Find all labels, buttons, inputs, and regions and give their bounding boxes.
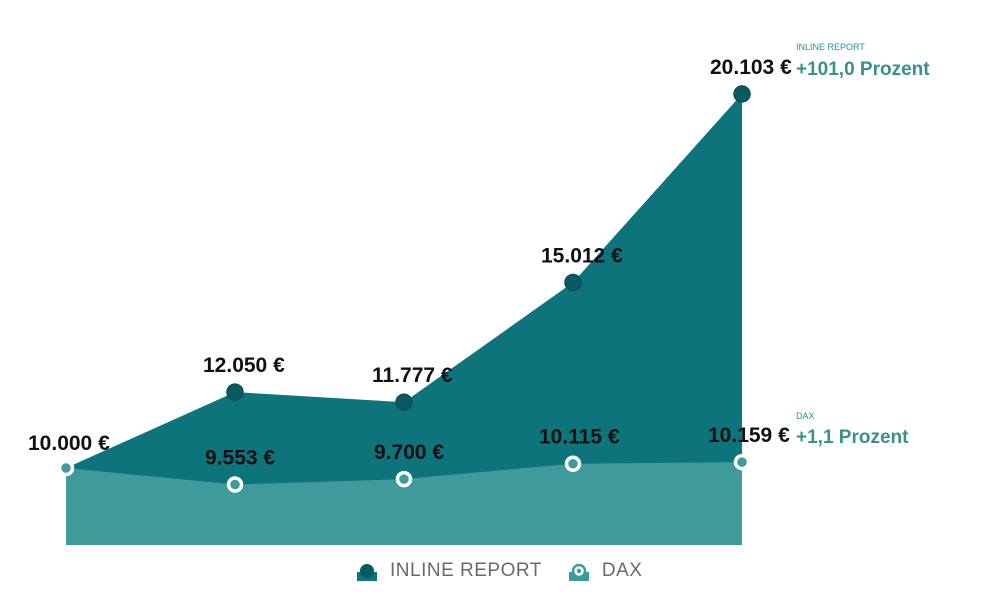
series-name-dax: DAX: [796, 411, 815, 421]
value-label-dax-2: 9.553 €: [205, 447, 275, 470]
series-name-inline-report: INLINE REPORT: [796, 42, 865, 52]
legend-item-dax[interactable]: DAX: [568, 560, 643, 582]
marker-inline-report-5[interactable]: [733, 85, 751, 103]
legend-label-dax: DAX: [601, 560, 643, 581]
value-label-dax-1: 10.000 €: [28, 432, 110, 455]
value-label-layer: 12.050 € 11.777 € 15.012 € 20.103 € 10.000 €…: [28, 56, 792, 470]
hollow-dot-icon: [568, 563, 589, 581]
area-dax: [66, 462, 742, 545]
marker-dax-2[interactable]: [226, 476, 244, 493]
legend: INLINE REPORT DAX: [356, 560, 642, 582]
value-label-inline-report-2: 12.050 €: [203, 354, 285, 377]
marker-dax-4[interactable]: [564, 455, 582, 472]
value-label-inline-report-4: 15.012 €: [541, 244, 623, 267]
area-inline-report: [66, 94, 742, 545]
marker-inline-report-2[interactable]: [226, 383, 244, 401]
legend-label-inline-report: INLINE REPORT: [390, 560, 542, 581]
marker-dax-1[interactable]: [57, 459, 75, 477]
value-label-dax-5: 10.159 €: [708, 424, 790, 447]
value-label-dax-4: 10.115 €: [539, 426, 620, 449]
marker-dax-5[interactable]: [733, 453, 751, 471]
marker-inline-report-3[interactable]: [395, 393, 413, 411]
marker-layer: [57, 85, 751, 493]
marker-inline-report-4[interactable]: [564, 273, 582, 292]
legend-item-inline-report[interactable]: INLINE REPORT: [356, 560, 542, 582]
value-label-dax-3: 9.700 €: [374, 441, 444, 464]
marker-dax-3[interactable]: [395, 470, 413, 488]
value-label-inline-report-5: 20.103 €: [710, 56, 792, 79]
area-layer: [66, 94, 742, 545]
series-change-inline-report: +101,0 Prozent: [796, 59, 930, 80]
filled-dot-icon: [357, 564, 377, 581]
series-change-dax: +1,1 Prozent: [796, 427, 909, 448]
value-label-inline-report-3: 11.777 €: [372, 364, 453, 387]
